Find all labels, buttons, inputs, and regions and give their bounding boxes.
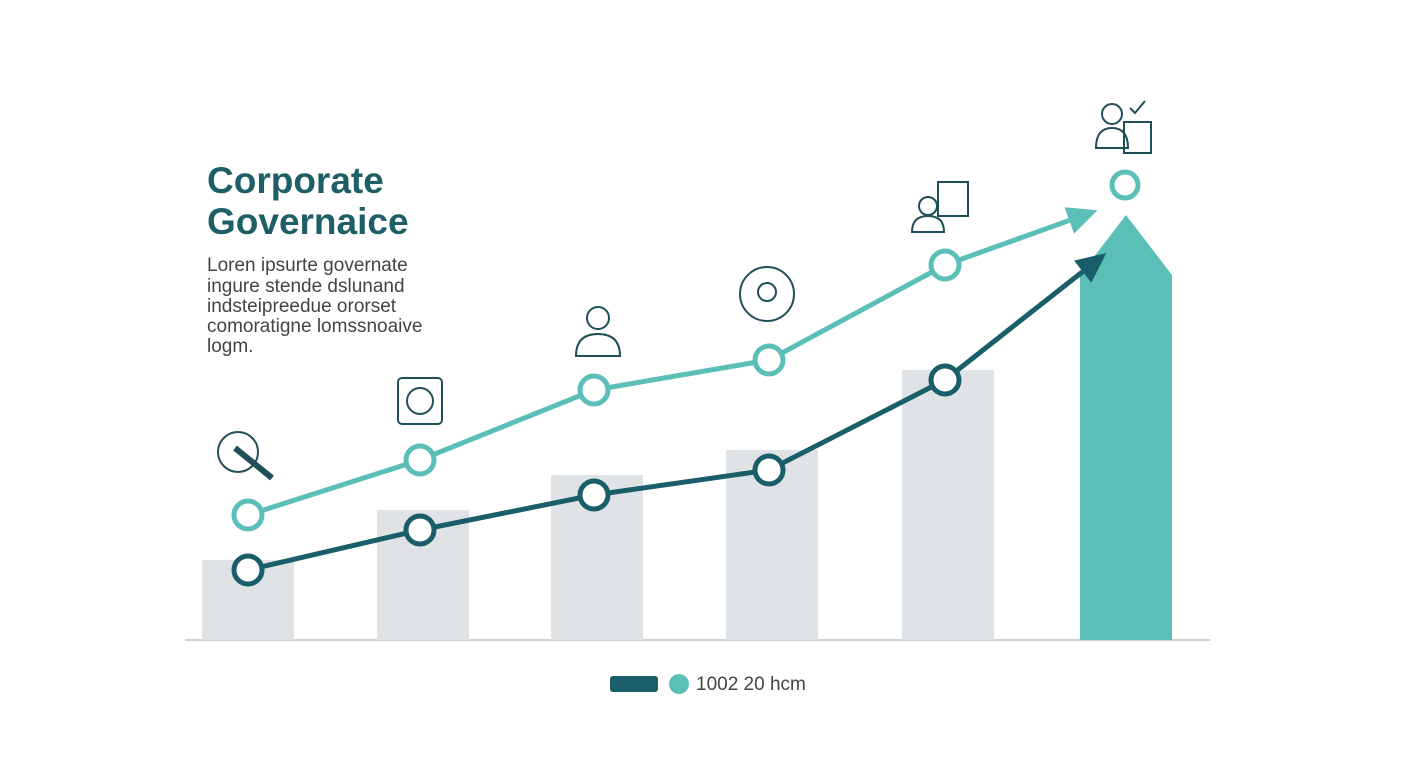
title-line: Governaice	[207, 201, 409, 242]
bar	[902, 370, 994, 640]
icon	[739, 266, 795, 322]
icon	[574, 332, 622, 357]
legend-swatch	[669, 674, 689, 694]
description: Loren ipsurte governate ingure stende ds…	[207, 255, 422, 357]
point	[577, 478, 611, 512]
point	[928, 363, 962, 397]
icon	[1094, 126, 1130, 149]
point	[231, 553, 265, 587]
description-line: ingure stende dslunand	[207, 276, 405, 297]
icon	[1123, 121, 1152, 154]
description-line: indsteipreedue ororset	[207, 296, 397, 317]
icons	[217, 100, 1152, 481]
bar	[1080, 215, 1172, 640]
description-line: Loren ipsurte governate	[207, 255, 408, 276]
icon	[217, 431, 259, 473]
arrow-head	[1074, 253, 1107, 283]
point	[752, 343, 786, 377]
point	[752, 453, 786, 487]
point	[403, 443, 437, 477]
title-line: Corporate	[207, 160, 384, 201]
icon	[586, 306, 610, 330]
point	[403, 513, 437, 547]
point	[231, 498, 265, 532]
icon	[757, 282, 777, 302]
legend-swatch	[610, 676, 658, 692]
icon	[233, 445, 274, 481]
icon	[937, 181, 969, 217]
arrow-shaft	[944, 218, 1071, 268]
icon	[406, 387, 434, 415]
point	[928, 248, 962, 282]
icon	[1101, 103, 1123, 125]
icon	[397, 377, 443, 425]
description-line: logm.	[207, 336, 253, 357]
description-line: comoratigne lomssnoaive	[207, 316, 422, 337]
point	[577, 373, 611, 407]
arrow-head	[1064, 207, 1098, 234]
top-marker	[1109, 169, 1141, 201]
icon	[910, 214, 946, 233]
icon	[918, 196, 938, 216]
arrow-shaft	[943, 269, 1085, 382]
icon	[1129, 100, 1146, 115]
legend-label: 1002 20 hcm	[696, 674, 806, 695]
